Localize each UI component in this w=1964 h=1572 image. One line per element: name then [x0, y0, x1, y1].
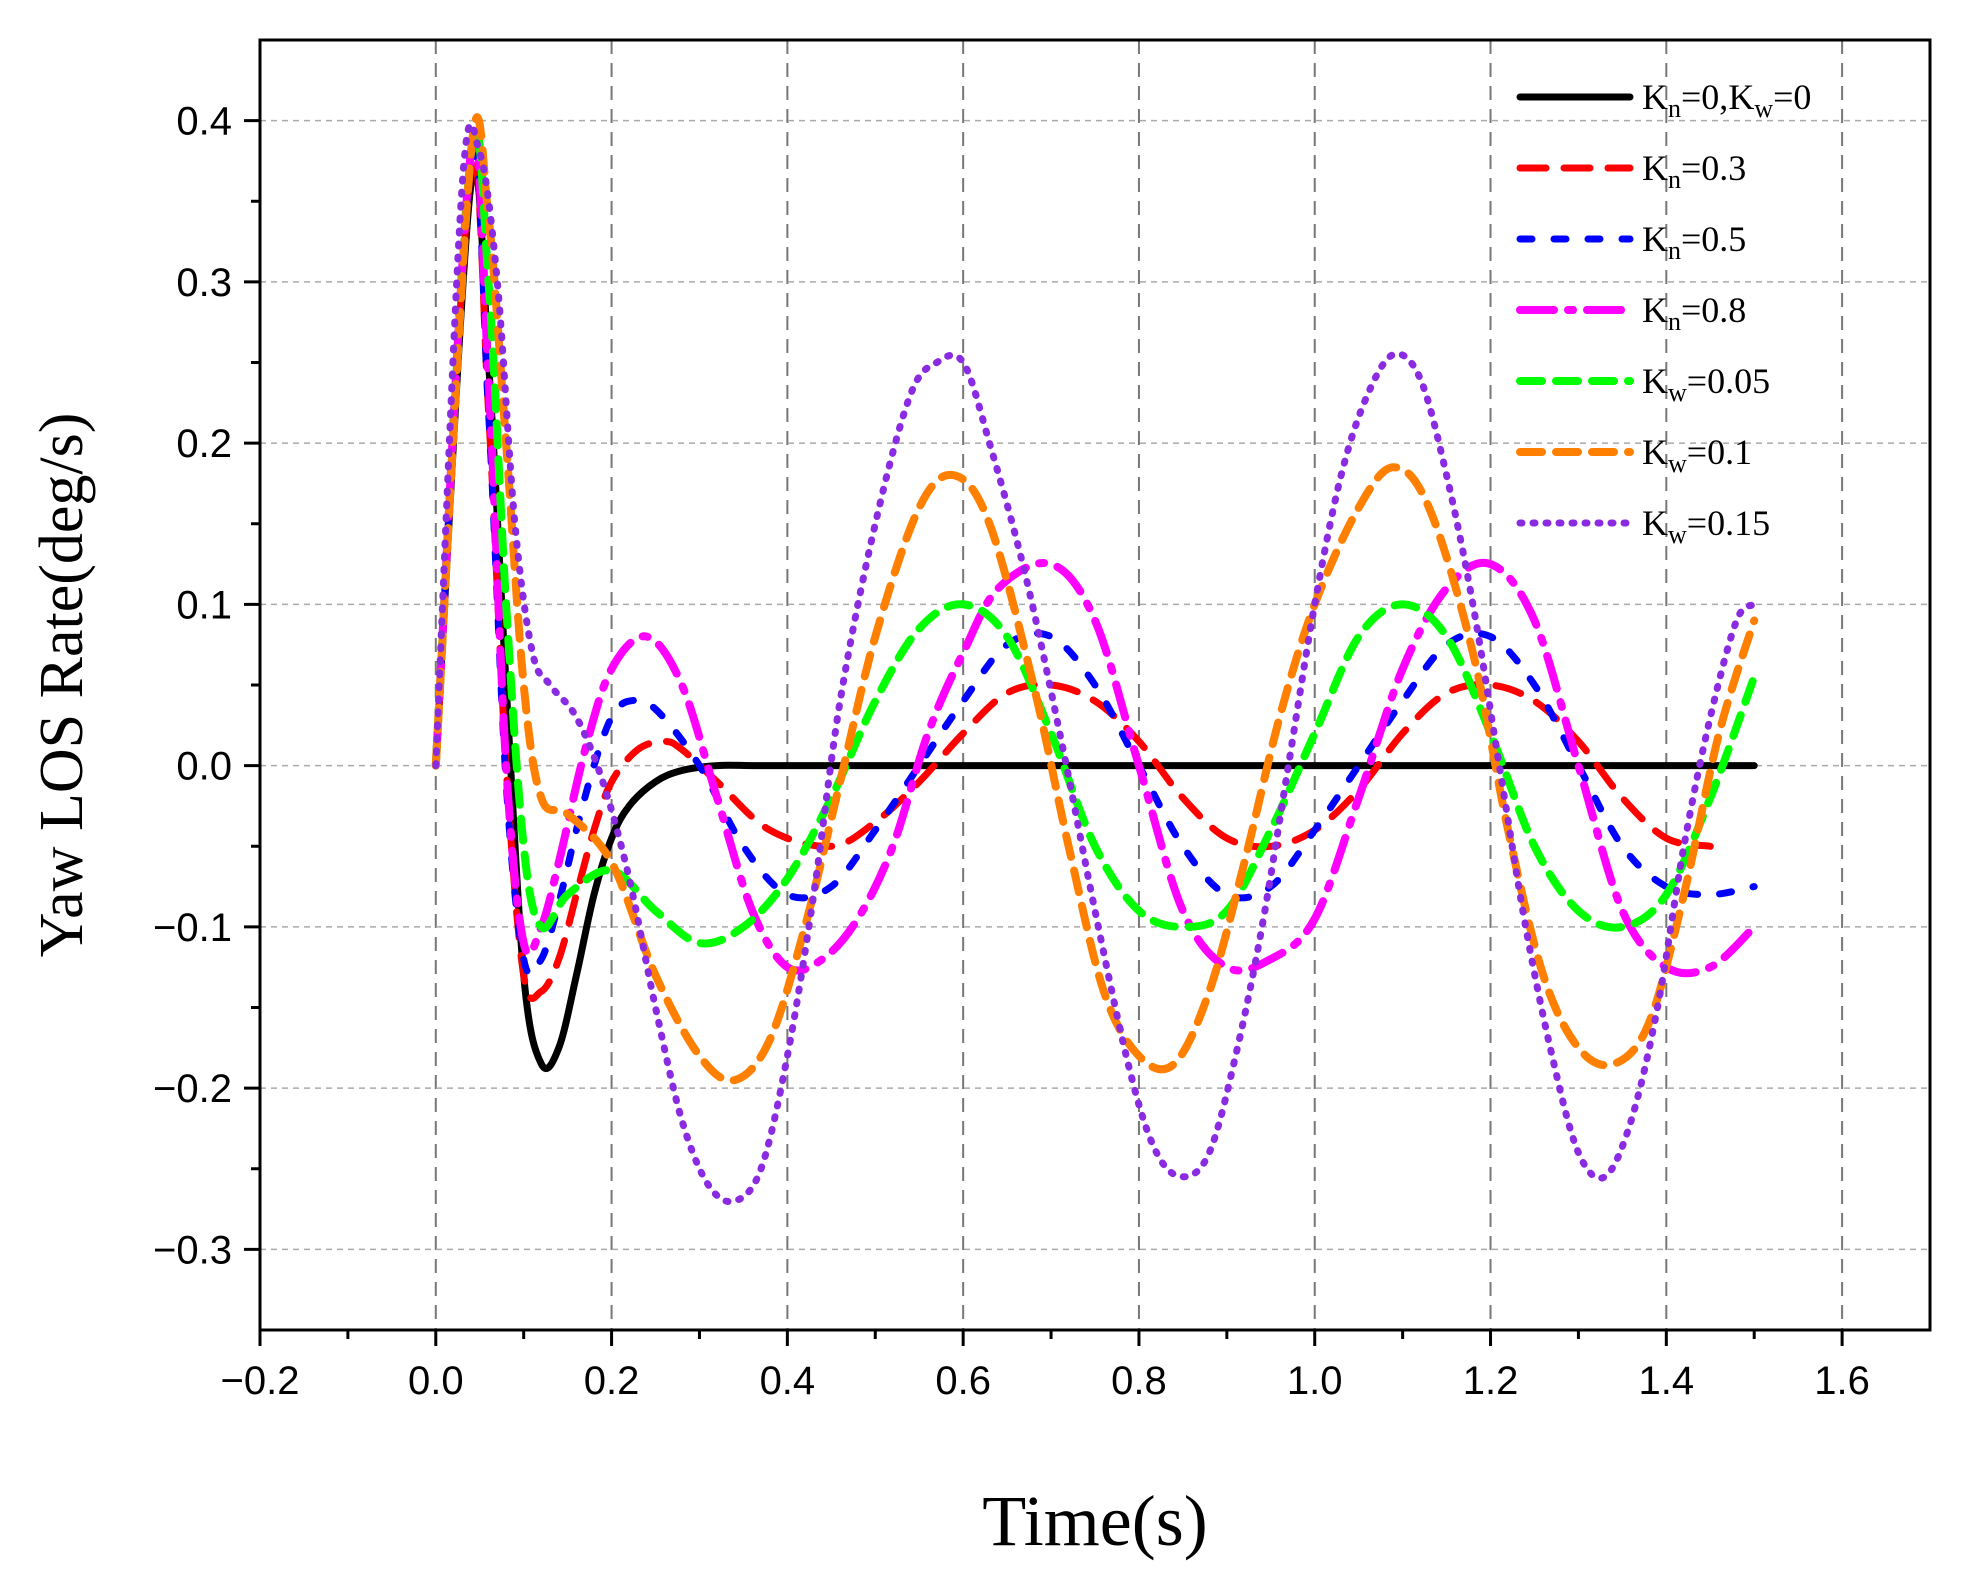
legend-text: =0.15: [1687, 503, 1770, 543]
legend-subscript: n: [1668, 307, 1681, 336]
legend-text: =0,: [1681, 77, 1728, 117]
legend-subscript: n: [1668, 94, 1681, 123]
legend-text: =0.05: [1687, 361, 1770, 401]
y-axis-label: Yaw LOS Rate(deg/s): [28, 413, 96, 958]
legend-text: K: [1642, 290, 1668, 330]
legend-text: =0.1: [1687, 432, 1752, 472]
x-axis-label: Time(s): [982, 1481, 1207, 1561]
x-tick-label: 0.4: [760, 1359, 816, 1403]
legend-text: =0.5: [1681, 219, 1746, 259]
legend-label-1: Kn=0,Kw=0: [1642, 77, 1811, 123]
x-tick-label: 1.4: [1639, 1359, 1695, 1403]
series-line-3: [432, 147, 1758, 979]
legend-subscript: w: [1668, 449, 1687, 478]
grid: [260, 40, 1930, 1330]
legend-text: K: [1642, 77, 1668, 117]
y-tick-label: 0.0: [176, 745, 232, 789]
x-tick-label: 1.0: [1287, 1359, 1343, 1403]
y-tick-label: 0.4: [176, 100, 232, 144]
x-tick-label: 0.6: [935, 1359, 991, 1403]
legend-label-2: Kn=0.3: [1642, 148, 1746, 194]
legend-text: =0.8: [1681, 290, 1746, 330]
y-tick-label: 0.3: [176, 261, 232, 305]
legend-subscript: w: [1668, 378, 1687, 407]
legend-text: =0: [1773, 77, 1811, 117]
axis-ticks: −0.2 0.0 0.2 0.4 0.6 0.8 1.0 1.2 1.4 1.6 −0.3 −0.2 −…: [153, 100, 1870, 1403]
legend-label-6: Kw=0.1: [1642, 432, 1752, 478]
x-tick-label: −0.2: [221, 1359, 300, 1403]
y-tick-label: 0.1: [176, 583, 232, 627]
legend-subscript: n: [1668, 236, 1681, 265]
legend-label-4: Kn=0.8: [1642, 290, 1746, 336]
legend-text: K: [1642, 361, 1668, 401]
legend-label-3: Kn=0.5: [1642, 219, 1746, 265]
legend: Kn=0,Kw=0Kn=0.3Kn=0.5Kn=0.8Kw=0.05Kw=0.1…: [1516, 77, 1811, 549]
legend-text: K: [1642, 148, 1668, 188]
legend-subscript: n: [1668, 165, 1681, 194]
y-tick-label: −0.2: [153, 1067, 232, 1111]
x-tick-label: 0.0: [408, 1359, 464, 1403]
y-tick-label: 0.2: [176, 422, 232, 466]
x-tick-label: 0.8: [1111, 1359, 1167, 1403]
x-tick-label: 1.2: [1463, 1359, 1519, 1403]
series-line-7: [432, 120, 1758, 1206]
legend-label-7: Kw=0.15: [1642, 503, 1770, 549]
series-line-1: [432, 165, 1758, 1073]
x-tick-label: 0.2: [584, 1359, 640, 1403]
legend-text: K: [1728, 77, 1754, 117]
legend-subscript: w: [1754, 94, 1773, 123]
legend-text: K: [1642, 219, 1668, 259]
y-tick-label: −0.1: [153, 906, 232, 950]
legend-text: =0.3: [1681, 148, 1746, 188]
legend-label-5: Kw=0.05: [1642, 361, 1770, 407]
legend-subscript: w: [1668, 520, 1687, 549]
x-tick-label: 1.6: [1814, 1359, 1870, 1403]
legend-text: K: [1642, 503, 1668, 543]
legend-text: K: [1642, 432, 1668, 472]
y-tick-label: −0.3: [153, 1228, 232, 1272]
series-group: [431, 113, 1759, 1206]
